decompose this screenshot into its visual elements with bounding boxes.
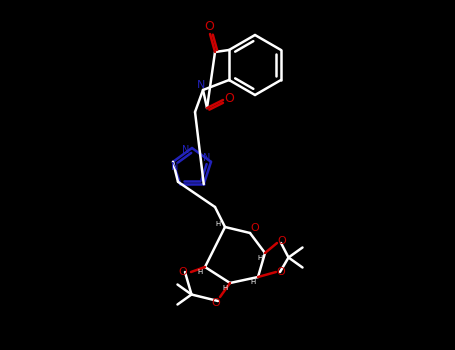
Text: N: N bbox=[182, 145, 190, 155]
Text: H: H bbox=[222, 285, 228, 291]
Text: H: H bbox=[197, 269, 202, 275]
Text: O: O bbox=[277, 267, 285, 277]
Text: O: O bbox=[179, 267, 187, 277]
Text: H: H bbox=[215, 221, 221, 227]
Text: O: O bbox=[224, 92, 234, 105]
Text: O: O bbox=[204, 21, 214, 34]
Text: H: H bbox=[250, 279, 256, 285]
Text: N: N bbox=[203, 153, 211, 163]
Text: H: H bbox=[258, 255, 263, 261]
Text: N: N bbox=[197, 80, 205, 90]
Text: O: O bbox=[251, 223, 259, 233]
Text: N: N bbox=[171, 162, 179, 172]
Text: O: O bbox=[278, 236, 286, 246]
Text: O: O bbox=[212, 298, 220, 308]
